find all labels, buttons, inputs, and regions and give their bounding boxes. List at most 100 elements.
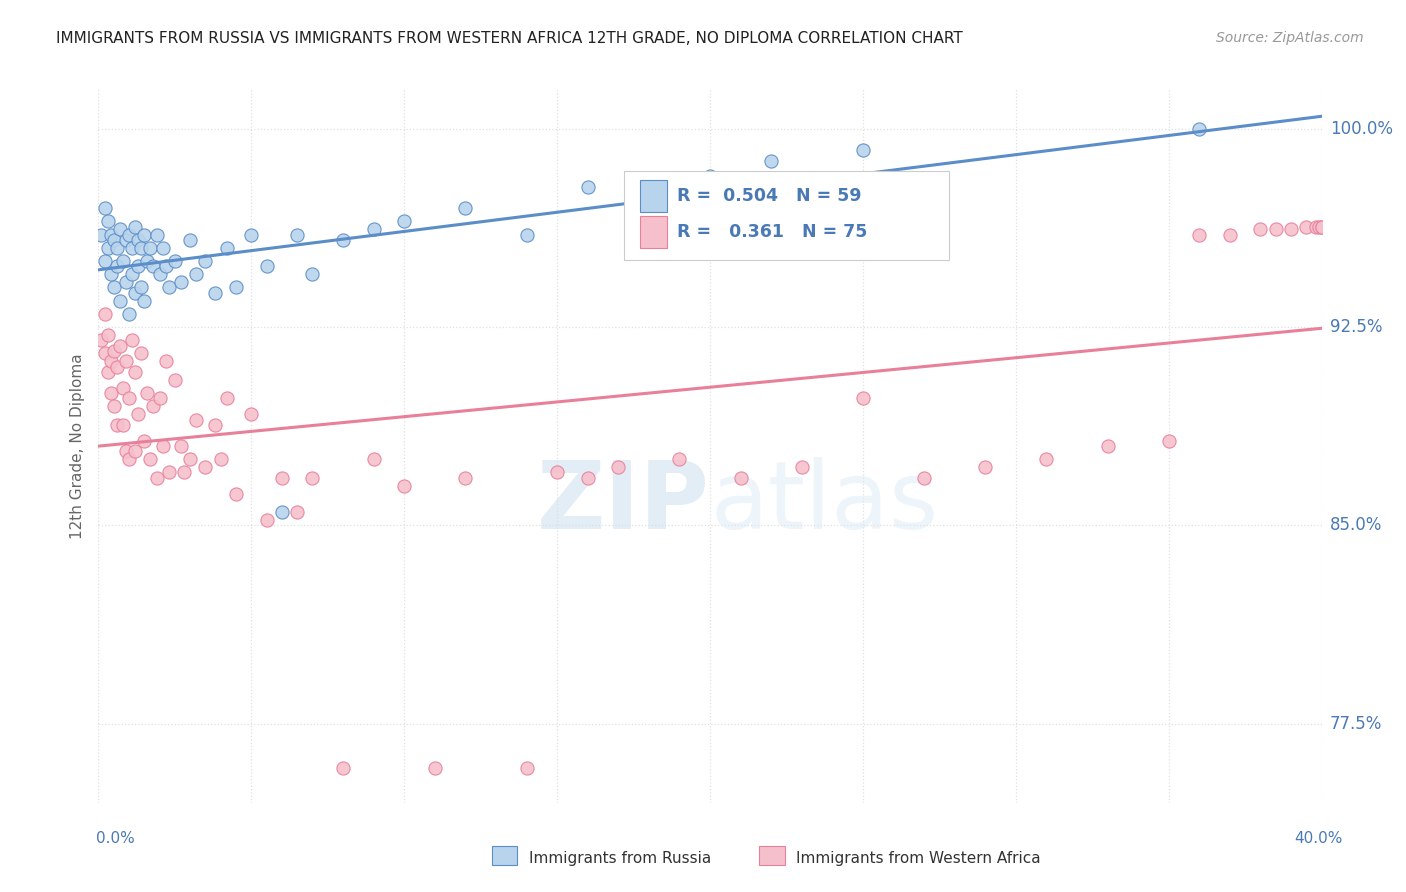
Point xyxy=(136,254,159,268)
Point xyxy=(115,233,138,247)
Point xyxy=(186,412,208,426)
Point xyxy=(155,354,177,368)
Point xyxy=(225,280,247,294)
Point xyxy=(155,260,177,274)
Point xyxy=(256,513,278,527)
Point xyxy=(576,471,599,485)
FancyBboxPatch shape xyxy=(640,216,668,248)
Point xyxy=(363,452,385,467)
Point xyxy=(270,471,292,485)
Point xyxy=(225,486,247,500)
Point xyxy=(546,466,568,480)
Point xyxy=(111,254,134,268)
Point xyxy=(1295,219,1317,234)
Point xyxy=(142,260,165,274)
FancyBboxPatch shape xyxy=(624,171,949,260)
Point xyxy=(157,280,180,294)
Text: 77.5%: 77.5% xyxy=(1330,714,1382,732)
Point xyxy=(100,267,122,281)
Point xyxy=(136,386,159,401)
Point xyxy=(173,466,195,480)
Point xyxy=(127,407,149,421)
Point xyxy=(142,400,165,414)
Point xyxy=(699,169,721,184)
Point xyxy=(105,417,128,432)
Text: R =  0.504   N = 59: R = 0.504 N = 59 xyxy=(678,187,862,205)
Point xyxy=(103,280,125,294)
Text: 100.0%: 100.0% xyxy=(1330,120,1393,138)
Point xyxy=(852,392,875,406)
Text: ZIP: ZIP xyxy=(537,457,710,549)
Point xyxy=(454,201,477,215)
Point xyxy=(129,280,152,294)
Point xyxy=(152,241,174,255)
Point xyxy=(134,227,156,242)
Point xyxy=(139,452,162,467)
Point xyxy=(105,359,128,374)
Point xyxy=(1279,222,1302,236)
Point xyxy=(118,452,141,467)
Point xyxy=(256,260,278,274)
Point xyxy=(186,267,208,281)
Point xyxy=(332,233,354,247)
Point xyxy=(1249,222,1271,236)
Point xyxy=(240,407,263,421)
Text: 0.0%: 0.0% xyxy=(96,831,135,846)
Point xyxy=(516,761,538,775)
Point xyxy=(93,254,115,268)
Point xyxy=(121,267,143,281)
Point xyxy=(170,275,193,289)
Text: atlas: atlas xyxy=(710,457,938,549)
Point xyxy=(1188,227,1211,242)
Point xyxy=(1264,222,1286,236)
Point xyxy=(124,365,146,379)
Point xyxy=(118,227,141,242)
Point xyxy=(145,227,167,242)
Point xyxy=(179,452,201,467)
Point xyxy=(576,180,599,194)
Point xyxy=(108,293,131,308)
Text: R =   0.361   N = 75: R = 0.361 N = 75 xyxy=(678,223,868,241)
FancyBboxPatch shape xyxy=(640,180,668,212)
Point xyxy=(1035,452,1057,467)
Point xyxy=(1305,219,1327,234)
Point xyxy=(118,307,141,321)
Point xyxy=(194,460,217,475)
Point xyxy=(790,460,813,475)
Point xyxy=(108,338,131,352)
Point xyxy=(127,260,149,274)
Point xyxy=(1157,434,1180,448)
Text: Immigrants from Western Africa: Immigrants from Western Africa xyxy=(796,851,1040,865)
Point xyxy=(1188,121,1211,136)
Point xyxy=(105,241,128,255)
Point xyxy=(105,260,128,274)
Point xyxy=(423,761,446,775)
Point xyxy=(134,434,156,448)
Point xyxy=(332,761,354,775)
Point xyxy=(974,460,997,475)
Point xyxy=(285,505,308,519)
Point xyxy=(115,354,138,368)
Point xyxy=(730,471,752,485)
Point xyxy=(301,267,323,281)
Point xyxy=(516,227,538,242)
Point xyxy=(163,254,186,268)
Point xyxy=(852,143,875,157)
Point xyxy=(124,219,146,234)
Point xyxy=(170,439,193,453)
Point xyxy=(1308,219,1330,234)
Point xyxy=(100,386,122,401)
Point xyxy=(1219,227,1241,242)
Point xyxy=(129,346,152,360)
Point xyxy=(134,293,156,308)
Point xyxy=(363,222,385,236)
Point xyxy=(149,267,172,281)
Point xyxy=(103,233,125,247)
Point xyxy=(124,285,146,300)
Point xyxy=(129,241,152,255)
Point xyxy=(204,417,226,432)
Text: 85.0%: 85.0% xyxy=(1330,516,1382,534)
Point xyxy=(108,222,131,236)
Point xyxy=(90,227,112,242)
Point xyxy=(103,343,125,358)
